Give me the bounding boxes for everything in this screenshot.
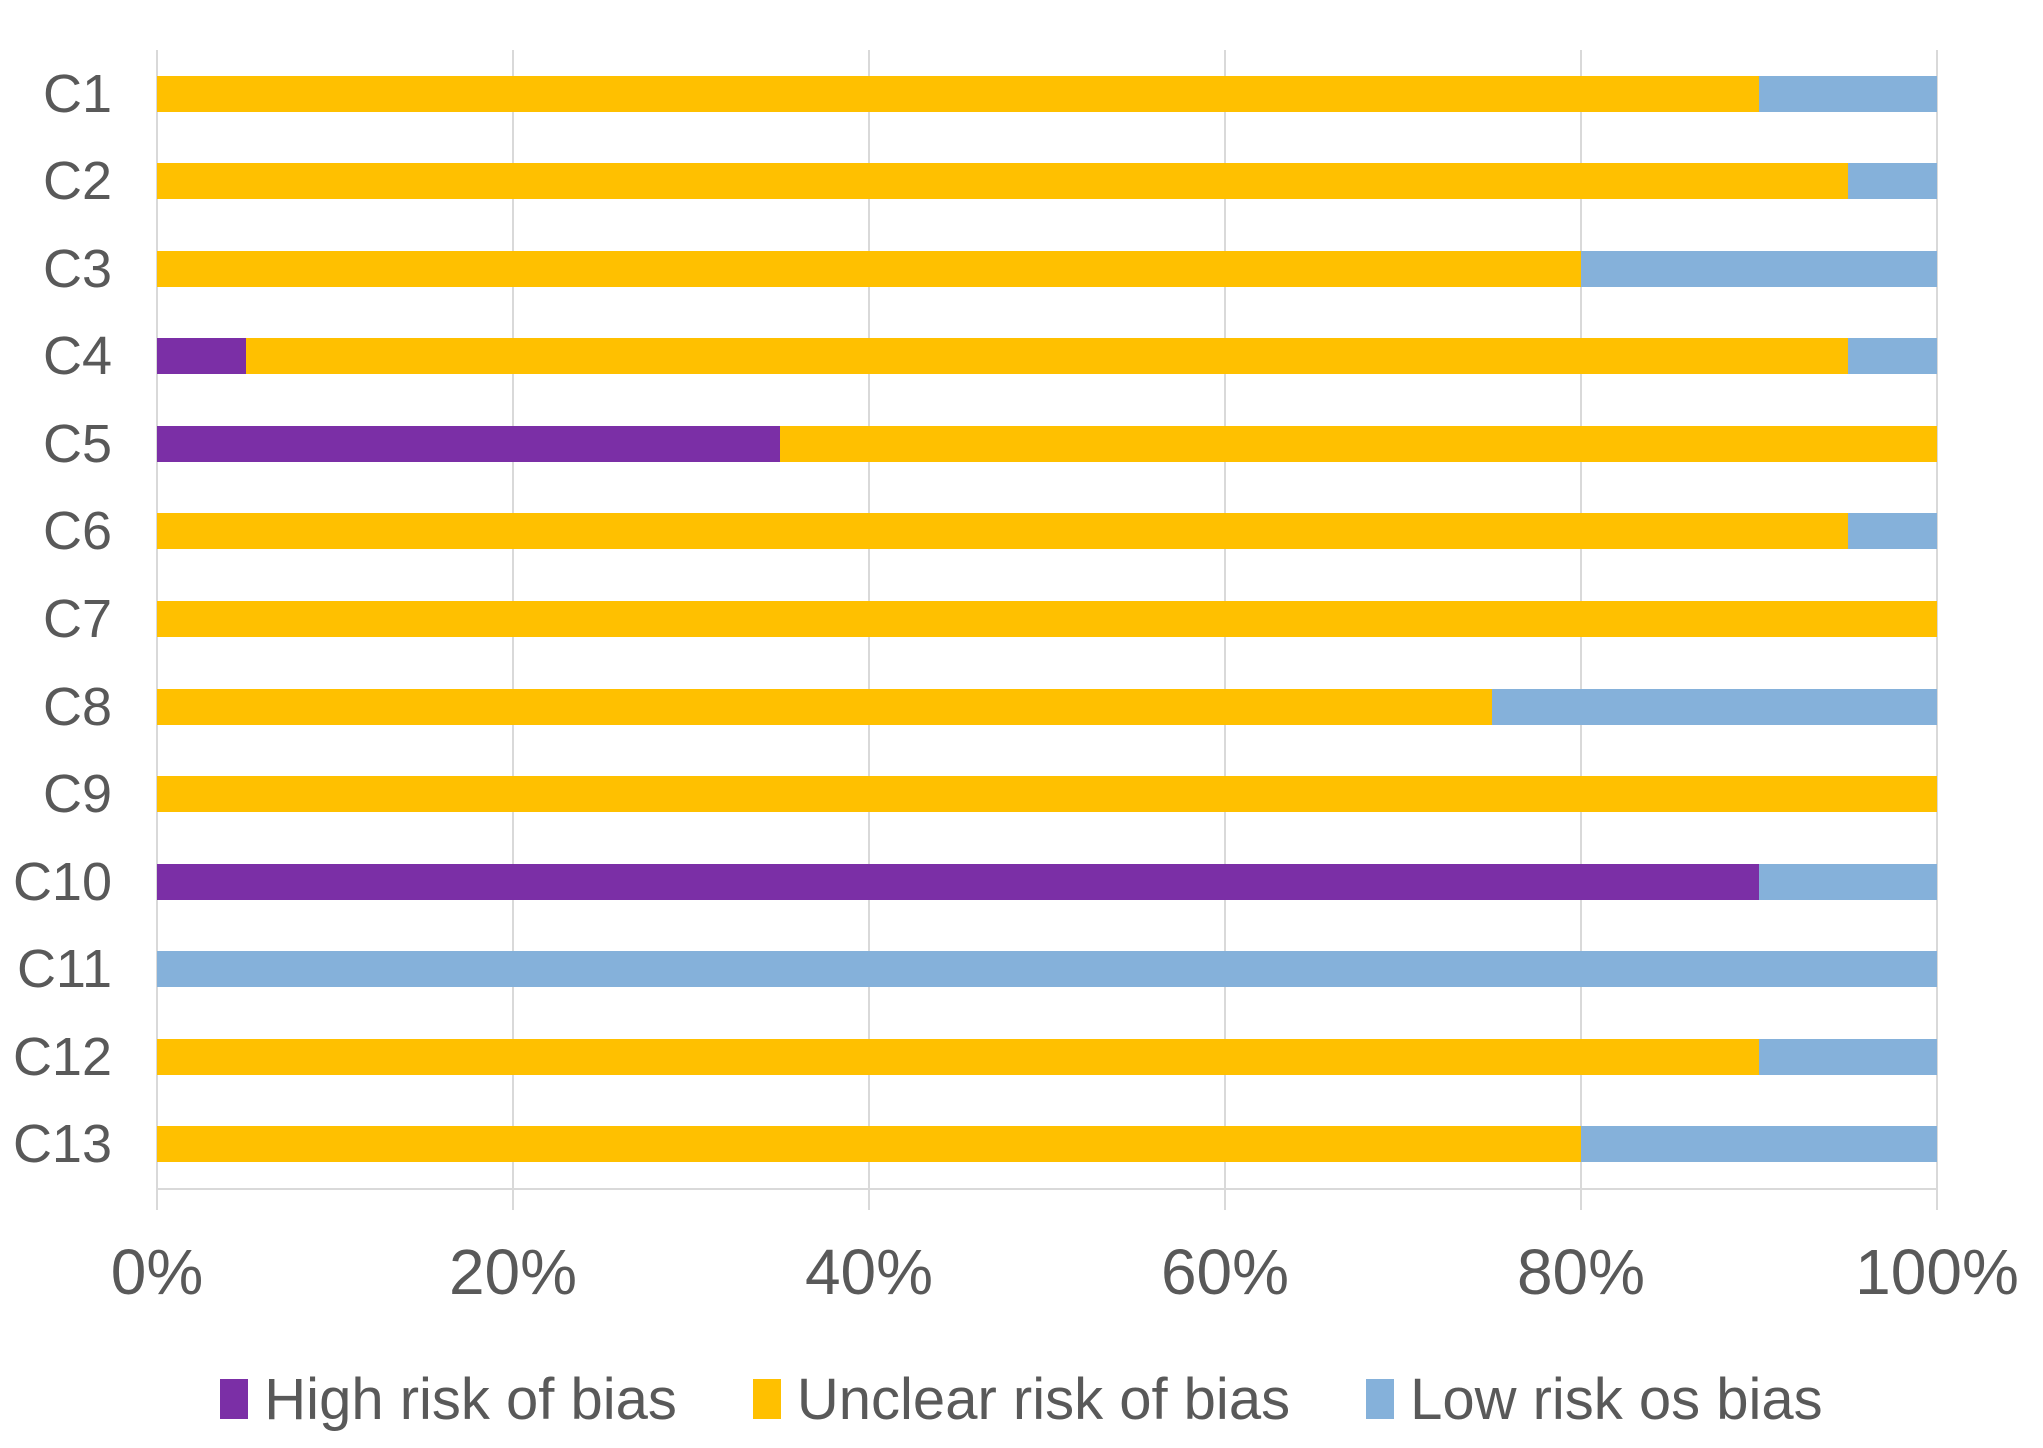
bar-segment-c3-unclear-risk-of-bias	[157, 250, 1581, 287]
x-axis-label-60: 60%	[1160, 1236, 1290, 1308]
bar-segment-c4-low-risk-os-bias	[1848, 338, 1937, 375]
category-label-c6: C6	[42, 501, 112, 562]
legend-label-high-risk-of-bias: High risk of bias	[264, 1366, 677, 1432]
legend-swatch-low-risk-os-bias	[1366, 1379, 1395, 1419]
bar-row-c1	[157, 75, 1937, 112]
legend-label-low-risk-os-bias: Low risk os bias	[1410, 1366, 1823, 1432]
bar-row-c9	[157, 776, 1937, 813]
category-label-c13: C13	[12, 1114, 112, 1175]
bar-segment-c9-unclear-risk-of-bias	[157, 776, 1937, 813]
bar-row-c3	[157, 250, 1937, 287]
legend: High risk of bias Unclear risk of bias Low…	[0, 1356, 2043, 1442]
bar-segment-c2-unclear-risk-of-bias	[157, 163, 1848, 200]
bar-row-c13	[157, 1126, 1937, 1163]
bar-segment-c4-unclear-risk-of-bias	[246, 338, 1848, 375]
y-axis-category-labels: C1 C2 C3 C4 C5 C6 C7 C8 C9 C10 C11 C12 C13	[0, 50, 112, 1188]
bar-row-c8	[157, 688, 1937, 725]
category-label-c1: C1	[42, 63, 112, 124]
x-axis-tick-80	[1580, 1188, 1582, 1210]
bar-row-c4	[157, 338, 1937, 375]
bar-row-c6	[157, 513, 1937, 550]
plot-area	[156, 50, 1938, 1190]
x-axis-tick-60	[1224, 1188, 1226, 1210]
bar-segment-c5-high-risk-of-bias	[157, 425, 780, 462]
legend-label-unclear-risk-of-bias: Unclear risk of bias	[796, 1366, 1291, 1432]
gridline-100	[1936, 50, 1938, 1188]
bar-segment-c12-low-risk-os-bias	[1759, 1038, 1937, 1075]
bar-row-c7	[157, 601, 1937, 637]
category-label-c11: C11	[16, 939, 112, 1000]
category-label-c8: C8	[42, 676, 112, 737]
legend-item-unclear-risk-of-bias: Unclear risk of bias	[752, 1366, 1291, 1433]
category-label-c12: C12	[12, 1026, 112, 1087]
bar-segment-c12-unclear-risk-of-bias	[157, 1038, 1759, 1075]
x-axis-tick-20	[512, 1188, 514, 1210]
category-label-c7: C7	[42, 588, 112, 649]
category-label-c10: C10	[12, 851, 112, 912]
bar-segment-c10-low-risk-os-bias	[1759, 863, 1937, 900]
x-axis-tick-100	[1936, 1188, 1938, 1210]
bar-row-c5	[157, 425, 1937, 462]
x-axis-label-40: 40%	[804, 1236, 934, 1308]
bar-segment-c5-unclear-risk-of-bias	[780, 425, 1937, 462]
category-label-c3: C3	[42, 238, 112, 299]
bar-segment-c7-unclear-risk-of-bias	[157, 601, 1937, 637]
x-axis-label-20: 20%	[448, 1236, 578, 1308]
category-label-c9: C9	[42, 764, 112, 825]
bar-segment-c8-unclear-risk-of-bias	[157, 688, 1492, 725]
x-axis-label-100: 100%	[1855, 1236, 2019, 1308]
bar-segment-c11-low-risk-os-bias	[157, 951, 1937, 988]
bar-segment-c3-low-risk-os-bias	[1581, 250, 1937, 287]
bar-segment-c13-unclear-risk-of-bias	[157, 1126, 1581, 1163]
bar-row-c10	[157, 863, 1937, 900]
bar-segment-c6-unclear-risk-of-bias	[157, 513, 1848, 550]
x-axis-label-80: 80%	[1516, 1236, 1646, 1308]
legend-swatch-high-risk-of-bias	[220, 1379, 249, 1419]
legend-item-high-risk-of-bias: High risk of bias	[220, 1366, 677, 1433]
category-label-c5: C5	[42, 413, 112, 474]
x-axis-tick-0	[156, 1188, 158, 1210]
bar-row-c12	[157, 1038, 1937, 1075]
bar-row-c11	[157, 951, 1937, 988]
category-label-c4: C4	[42, 326, 112, 387]
bar-segment-c2-low-risk-os-bias	[1848, 163, 1937, 200]
bar-row-c2	[157, 163, 1937, 200]
bar-segment-c1-unclear-risk-of-bias	[157, 75, 1759, 112]
legend-item-low-risk-os-bias: Low risk os bias	[1366, 1366, 1823, 1433]
bar-segment-c6-low-risk-os-bias	[1848, 513, 1937, 550]
category-label-c2: C2	[42, 151, 112, 212]
bar-segment-c13-low-risk-os-bias	[1581, 1126, 1937, 1163]
bar-segment-c8-low-risk-os-bias	[1492, 688, 1937, 725]
bar-segment-c4-high-risk-of-bias	[157, 338, 246, 375]
bar-segment-c10-high-risk-of-bias	[157, 863, 1759, 900]
bar-segment-c1-low-risk-os-bias	[1759, 75, 1937, 112]
x-axis-label-0: 0%	[110, 1236, 204, 1308]
x-axis-tick-40	[868, 1188, 870, 1210]
legend-swatch-unclear-risk-of-bias	[752, 1379, 781, 1419]
